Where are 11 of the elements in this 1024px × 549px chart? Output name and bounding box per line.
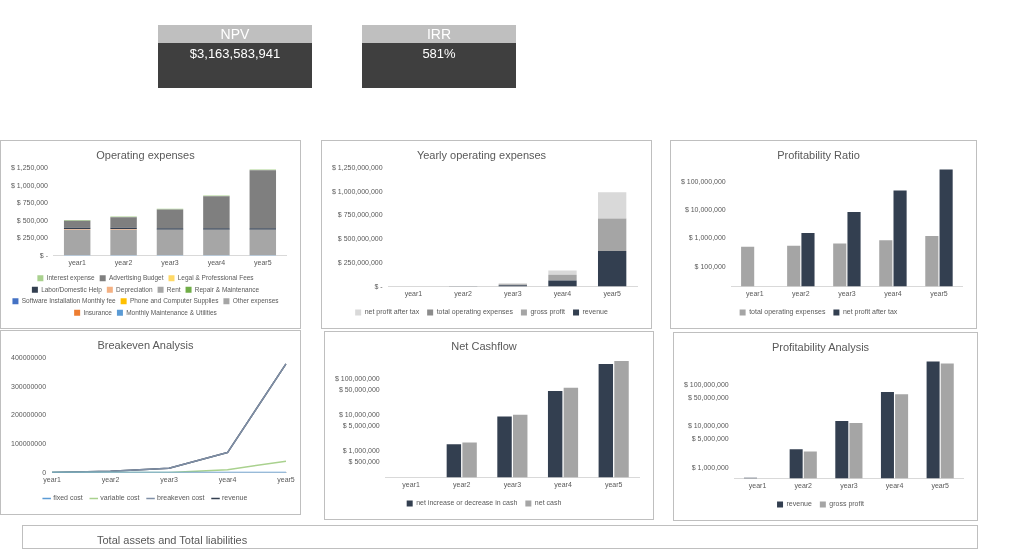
chart-title: Net Cashflow: [451, 339, 517, 352]
chart-title: Operating expenses: [96, 148, 196, 161]
text: NPV: [158, 25, 312, 43]
text: Total assets and Total liabilities: [97, 534, 248, 546]
chart-title: Breakeven Analysis: [97, 338, 194, 351]
text: IRR: [362, 25, 516, 43]
text: 581%: [362, 43, 516, 88]
chart-title: Profitability Ratio: [777, 148, 860, 161]
chart-title: Yearly operating expenses: [416, 148, 547, 161]
chart-title: Profitability Analysis: [771, 340, 870, 353]
text: $3,163,583,941: [158, 43, 312, 88]
